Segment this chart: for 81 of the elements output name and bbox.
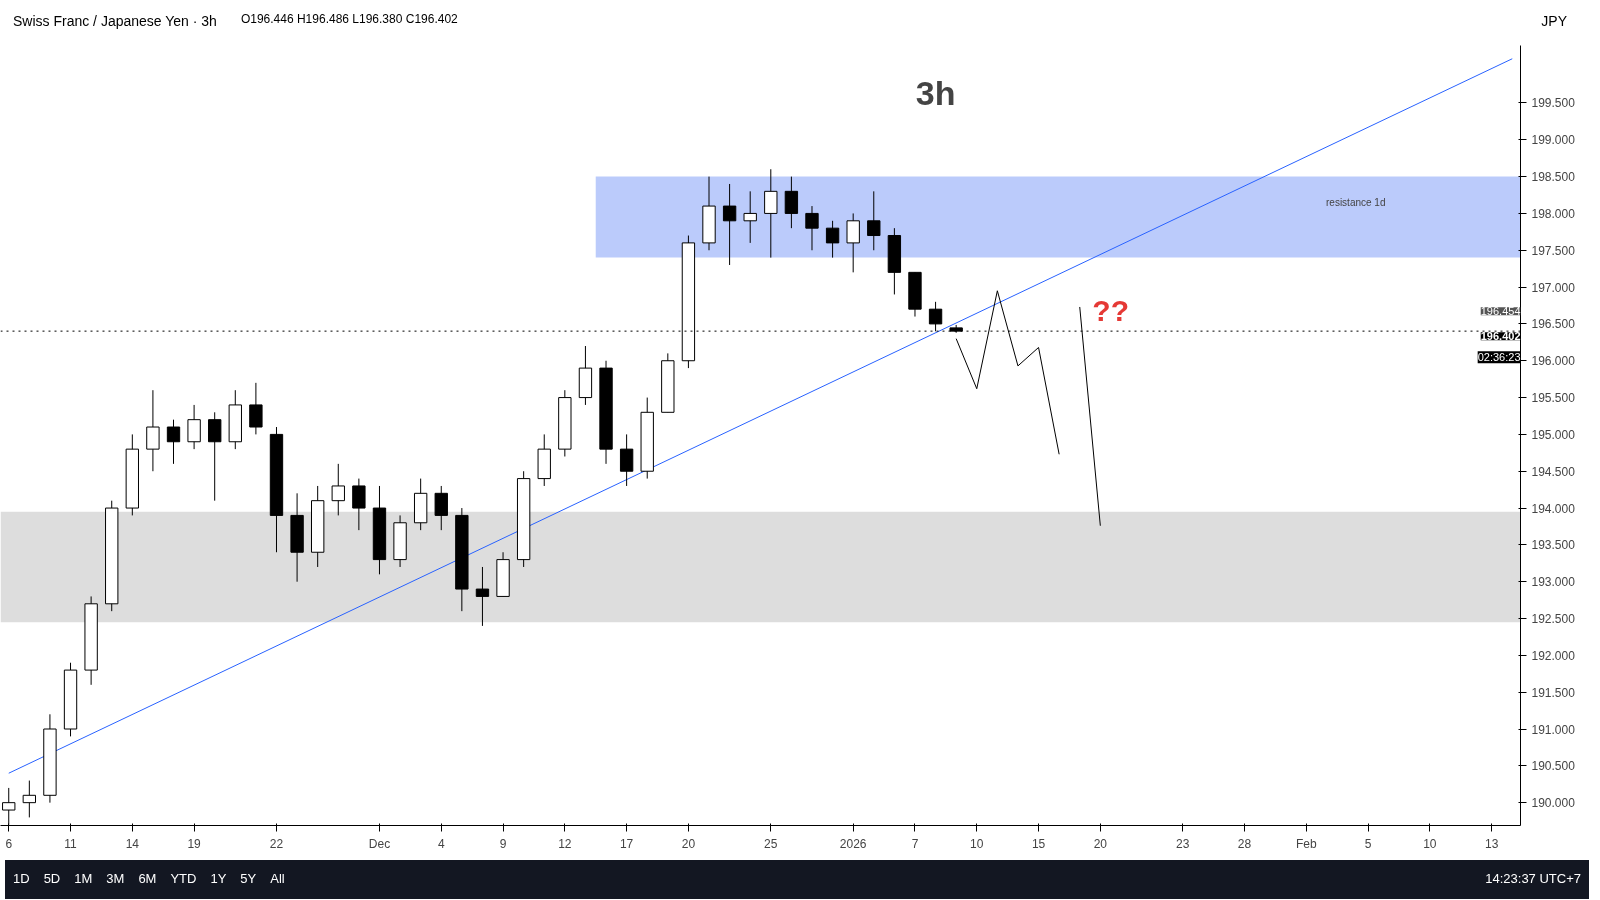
x-tick-label: 22 xyxy=(269,836,284,851)
annotation: 196.454 xyxy=(1480,305,1521,318)
y-tick-label: 197.000 xyxy=(1531,280,1576,295)
candlestick xyxy=(867,190,881,251)
x-tick-label: Feb xyxy=(1295,836,1317,851)
annotation: 3h xyxy=(915,73,956,112)
x-tick-label: 9 xyxy=(499,836,507,851)
text: O196.446 H196.486 L196.380 C196.402 xyxy=(240,11,458,28)
text: 5Y xyxy=(240,870,257,888)
text: JPY xyxy=(1541,12,1567,31)
candlestick xyxy=(352,478,366,531)
x-tick-label: 5 xyxy=(1364,836,1372,851)
candlestick xyxy=(722,183,737,266)
x-tick-label: 17 xyxy=(619,836,634,851)
y-tick-label: 190.500 xyxy=(1531,759,1576,774)
text: All xyxy=(270,870,285,888)
candlestick xyxy=(208,411,222,502)
candlestick xyxy=(146,389,160,472)
y-tick-label: 192.500 xyxy=(1531,612,1576,627)
y-tick-label: 195.000 xyxy=(1531,427,1576,442)
text: 5D xyxy=(43,870,61,888)
candlestick xyxy=(784,176,799,229)
x-tick-label: 10 xyxy=(970,836,984,851)
x-tick-label: 23 xyxy=(1176,836,1190,851)
text: 14:23:37 UTC+7 xyxy=(1485,870,1581,888)
candlestick xyxy=(743,190,757,244)
candlestick xyxy=(331,463,345,516)
y-tick-label: 192.000 xyxy=(1531,648,1576,663)
text: 3M xyxy=(106,870,125,888)
candlestick xyxy=(249,382,263,435)
y-tick-label: 196.500 xyxy=(1531,317,1576,332)
y-tick-label: 194.000 xyxy=(1531,501,1576,516)
ref-line-label: 196.402 xyxy=(1480,330,1521,343)
band-label: resistance 1d xyxy=(1325,196,1386,208)
y-tick-label: 199.000 xyxy=(1531,133,1576,148)
chart-title: Swiss Franc / Japanese Yen · 3h xyxy=(13,12,217,31)
x-tick-label: 4 xyxy=(437,836,445,851)
text: 1D xyxy=(13,870,30,888)
y-tick-label: 199.500 xyxy=(1531,96,1576,111)
y-tick-label: 197.500 xyxy=(1531,243,1576,258)
text: 1Y xyxy=(210,870,227,888)
x-tick-label: 20 xyxy=(681,836,696,851)
candlestick xyxy=(22,780,37,818)
y-tick-label: 191.000 xyxy=(1531,722,1576,737)
candlestick xyxy=(825,220,840,259)
x-tick-label: 13 xyxy=(1484,836,1499,851)
y-tick-label: 190.000 xyxy=(1531,796,1576,811)
x-tick-label: 15 xyxy=(1031,836,1046,851)
candlestick xyxy=(619,433,634,487)
x-tick-label: 2026 xyxy=(839,836,867,851)
y-tick-label: 193.500 xyxy=(1531,538,1576,553)
y-tick-label: 198.000 xyxy=(1531,206,1576,221)
x-tick-label: 20 xyxy=(1093,836,1108,851)
x-tick-label: 25 xyxy=(764,836,778,851)
candlestick xyxy=(805,205,819,251)
x-tick-label: 14 xyxy=(125,836,140,851)
text: 1M xyxy=(74,870,93,888)
y-tick-label: 194.500 xyxy=(1531,464,1576,479)
x-tick-label: 28 xyxy=(1237,836,1252,851)
text: YTD xyxy=(170,870,197,888)
candlestick xyxy=(166,419,181,465)
x-tick-label: 10 xyxy=(1423,836,1437,851)
x-tick-label: 12 xyxy=(558,836,572,851)
x-tick-label: Dec xyxy=(368,836,391,851)
y-tick-label: 193.000 xyxy=(1531,575,1576,590)
x-tick-label: 19 xyxy=(187,836,202,851)
candlestick xyxy=(187,404,201,450)
x-tick-label: 6 xyxy=(5,836,13,851)
x-tick-label: 7 xyxy=(911,836,919,851)
y-tick-label: 198.500 xyxy=(1531,170,1576,185)
candlestick xyxy=(764,168,778,259)
candlestick xyxy=(434,485,448,531)
annotation: 02:36:23 xyxy=(1477,351,1521,364)
text: 6M xyxy=(138,870,157,888)
y-tick-label: 196.000 xyxy=(1531,354,1576,369)
y-tick-label: 195.500 xyxy=(1531,391,1576,406)
annotation: ?? xyxy=(1092,294,1129,328)
candlestick xyxy=(475,566,490,627)
y-tick-label: 191.500 xyxy=(1531,685,1576,700)
candlestick xyxy=(846,212,860,273)
x-tick-label: 11 xyxy=(64,836,78,851)
